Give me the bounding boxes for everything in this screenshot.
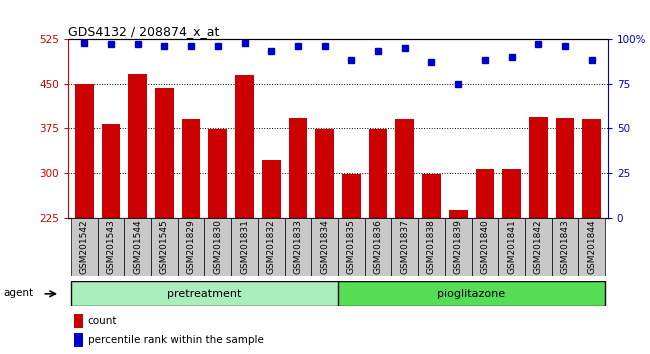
Bar bbox=[338, 218, 365, 276]
Bar bbox=[205, 218, 231, 276]
Bar bbox=[75, 84, 94, 218]
Bar bbox=[471, 218, 499, 276]
Bar bbox=[289, 118, 307, 218]
Bar bbox=[578, 218, 605, 276]
Bar bbox=[556, 118, 575, 218]
Text: GSM201545: GSM201545 bbox=[160, 219, 169, 274]
Text: percentile rank within the sample: percentile rank within the sample bbox=[88, 335, 263, 345]
Text: GDS4132 / 208874_x_at: GDS4132 / 208874_x_at bbox=[68, 25, 220, 38]
Text: GSM201835: GSM201835 bbox=[347, 219, 356, 274]
Text: count: count bbox=[88, 316, 117, 326]
Bar bbox=[311, 218, 338, 276]
Bar bbox=[71, 281, 338, 306]
Text: GSM201842: GSM201842 bbox=[534, 219, 543, 274]
Text: GSM201843: GSM201843 bbox=[560, 219, 569, 274]
Text: GSM201844: GSM201844 bbox=[587, 219, 596, 274]
Bar bbox=[342, 174, 361, 218]
Bar bbox=[315, 129, 334, 218]
Text: GSM201839: GSM201839 bbox=[454, 219, 463, 274]
Text: GSM201840: GSM201840 bbox=[480, 219, 489, 274]
Bar bbox=[529, 117, 548, 218]
Bar bbox=[422, 174, 441, 218]
Bar bbox=[177, 218, 205, 276]
Bar bbox=[552, 218, 578, 276]
Bar bbox=[449, 210, 467, 218]
Text: GSM201544: GSM201544 bbox=[133, 219, 142, 274]
Bar bbox=[262, 160, 281, 218]
Bar bbox=[582, 119, 601, 218]
Text: GSM201837: GSM201837 bbox=[400, 219, 410, 274]
Bar bbox=[258, 218, 285, 276]
Bar bbox=[499, 218, 525, 276]
Bar bbox=[525, 218, 552, 276]
Bar bbox=[502, 169, 521, 218]
Bar bbox=[231, 218, 258, 276]
Text: GSM201829: GSM201829 bbox=[187, 219, 196, 274]
Text: GSM201831: GSM201831 bbox=[240, 219, 249, 274]
Text: GSM201542: GSM201542 bbox=[80, 219, 89, 274]
Text: GSM201830: GSM201830 bbox=[213, 219, 222, 274]
Bar bbox=[476, 169, 494, 218]
Bar bbox=[338, 281, 605, 306]
Bar bbox=[369, 129, 387, 218]
Text: GSM201833: GSM201833 bbox=[293, 219, 302, 274]
Text: GSM201832: GSM201832 bbox=[266, 219, 276, 274]
Text: GSM201836: GSM201836 bbox=[374, 219, 383, 274]
Bar bbox=[365, 218, 391, 276]
Bar bbox=[73, 333, 83, 347]
Bar bbox=[235, 75, 254, 218]
Bar bbox=[395, 119, 414, 218]
Bar bbox=[391, 218, 418, 276]
Bar bbox=[128, 74, 147, 218]
Text: GSM201543: GSM201543 bbox=[107, 219, 116, 274]
Bar bbox=[101, 124, 120, 218]
Bar bbox=[124, 218, 151, 276]
Bar bbox=[98, 218, 124, 276]
Bar bbox=[71, 218, 97, 276]
Bar bbox=[155, 88, 174, 218]
Text: pretreatment: pretreatment bbox=[167, 289, 242, 299]
Text: pioglitazone: pioglitazone bbox=[437, 289, 506, 299]
Bar bbox=[418, 218, 445, 276]
Bar bbox=[73, 314, 83, 328]
Bar bbox=[445, 218, 471, 276]
Text: GSM201834: GSM201834 bbox=[320, 219, 329, 274]
Bar bbox=[182, 119, 200, 218]
Text: agent: agent bbox=[3, 287, 34, 298]
Bar bbox=[151, 218, 177, 276]
Text: GSM201838: GSM201838 bbox=[427, 219, 436, 274]
Text: GSM201841: GSM201841 bbox=[507, 219, 516, 274]
Bar bbox=[209, 129, 227, 218]
Bar bbox=[285, 218, 311, 276]
